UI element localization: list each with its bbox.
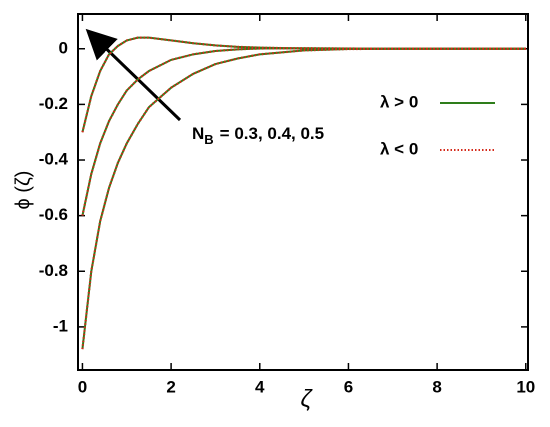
x-tick-label: 2 <box>166 377 175 396</box>
y-tick-label: -0.2 <box>39 94 68 113</box>
x-tick-label: 10 <box>516 377 535 396</box>
annotation-rest: = 0.3, 0.4, 0.5 <box>220 124 324 143</box>
x-tick-label: 8 <box>432 377 441 396</box>
y-axis-label: ϕ (ζ) <box>12 171 34 210</box>
x-tick-label: 0 <box>78 377 87 396</box>
x-axis-label: ζ <box>300 385 313 412</box>
x-tick-label: 6 <box>344 377 353 396</box>
annotation-subscript: B <box>204 132 213 147</box>
y-tick-label: -1 <box>53 316 68 335</box>
line <box>81 47 526 350</box>
line <box>81 47 526 216</box>
y-tick-label: -0.4 <box>39 150 69 169</box>
y-tick-label: -0.6 <box>39 205 68 224</box>
legend-label: λ < 0 <box>380 139 418 158</box>
annotation-text: N <box>192 124 204 143</box>
legend-label: λ > 0 <box>380 92 418 111</box>
line <box>81 36 526 133</box>
y-tick-label: -0.8 <box>39 261 68 280</box>
y-tick-label: 0 <box>59 38 68 57</box>
line <box>81 36 526 133</box>
x-tick-label: 4 <box>255 377 265 396</box>
annotation: NB = 0.3, 0.4, 0.5 <box>192 124 324 147</box>
line <box>81 47 526 350</box>
arrow <box>85 28 182 122</box>
plot-frame <box>77 13 529 371</box>
